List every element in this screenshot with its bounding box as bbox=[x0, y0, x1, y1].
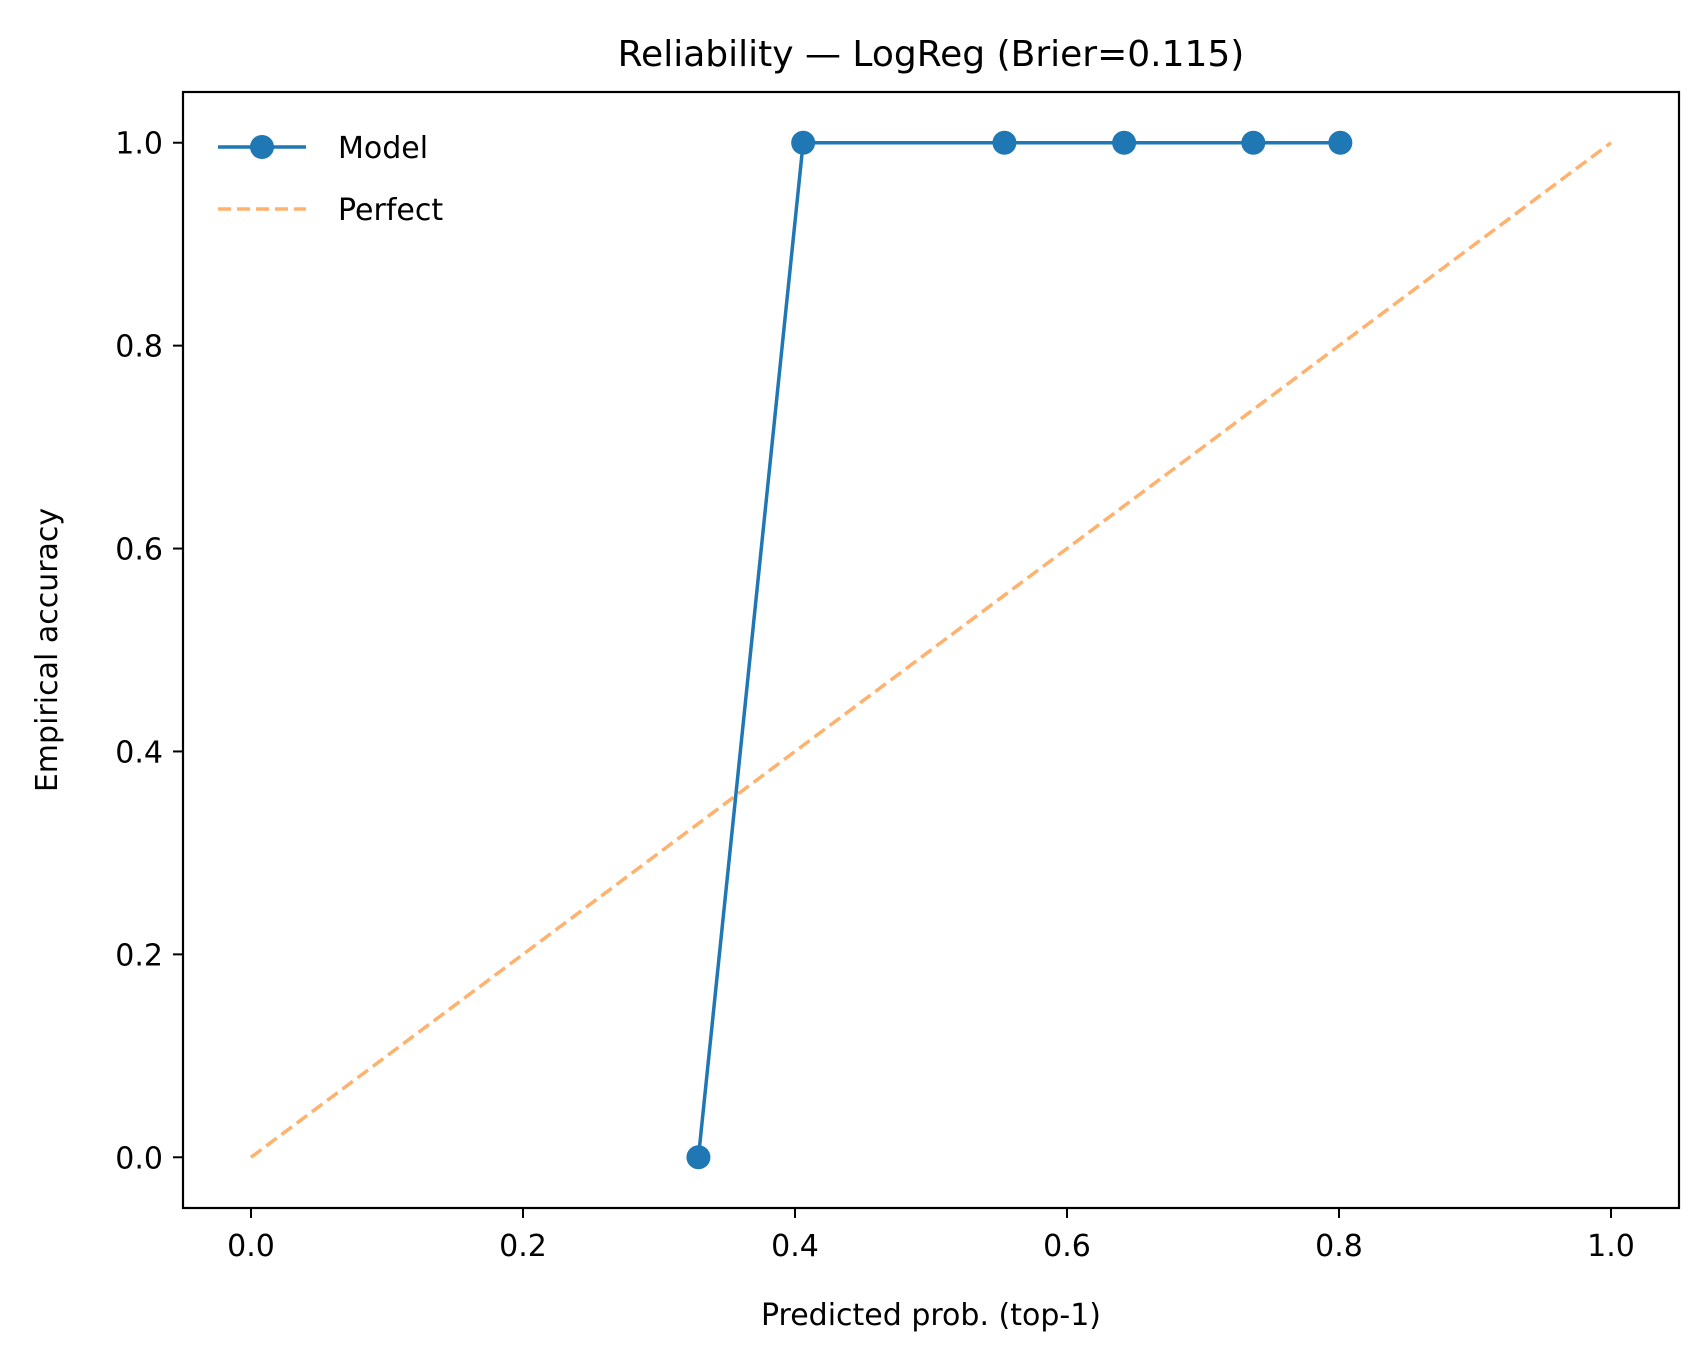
y-axis: 0.0 0.2 0.4 0.6 0.8 1.0 bbox=[115, 127, 183, 1176]
x-axis-label: Predicted prob. (top-1) bbox=[761, 1298, 1101, 1333]
model-point bbox=[992, 130, 1017, 155]
plot-area bbox=[249, 130, 1613, 1170]
x-tick-label: 0.0 bbox=[227, 1229, 275, 1264]
y-tick-label: 0.0 bbox=[115, 1141, 163, 1176]
chart-title: Reliability — LogReg (Brier=0.115) bbox=[618, 34, 1245, 75]
model-point bbox=[686, 1145, 711, 1170]
y-tick-label: 0.2 bbox=[115, 938, 163, 973]
model-series-line bbox=[696, 140, 1341, 1158]
model-point bbox=[1328, 130, 1353, 155]
x-tick-label: 1.0 bbox=[1587, 1229, 1635, 1264]
legend-model-marker bbox=[250, 135, 274, 159]
perfect-series-line bbox=[249, 141, 1613, 1159]
model-point bbox=[791, 130, 816, 155]
x-tick-label: 0.6 bbox=[1043, 1229, 1091, 1264]
y-tick-label: 0.4 bbox=[115, 735, 163, 770]
y-tick-label: 0.6 bbox=[115, 533, 163, 568]
y-axis-label: Empirical accuracy bbox=[30, 508, 65, 792]
legend-perfect-label: Perfect bbox=[338, 193, 443, 228]
axes-frame bbox=[181, 90, 1681, 1210]
legend-model-label: Model bbox=[338, 131, 428, 166]
model-point bbox=[1241, 130, 1266, 155]
x-axis: 0.0 0.2 0.4 0.6 0.8 1.0 bbox=[227, 1208, 1635, 1264]
model-point bbox=[1112, 130, 1137, 155]
x-tick-label: 0.8 bbox=[1315, 1229, 1363, 1264]
y-tick-label: 1.0 bbox=[115, 127, 163, 162]
x-tick-label: 0.4 bbox=[771, 1229, 819, 1264]
legend: Model Perfect bbox=[218, 131, 443, 228]
y-tick-label: 0.8 bbox=[115, 330, 163, 365]
x-tick-label: 0.2 bbox=[499, 1229, 547, 1264]
